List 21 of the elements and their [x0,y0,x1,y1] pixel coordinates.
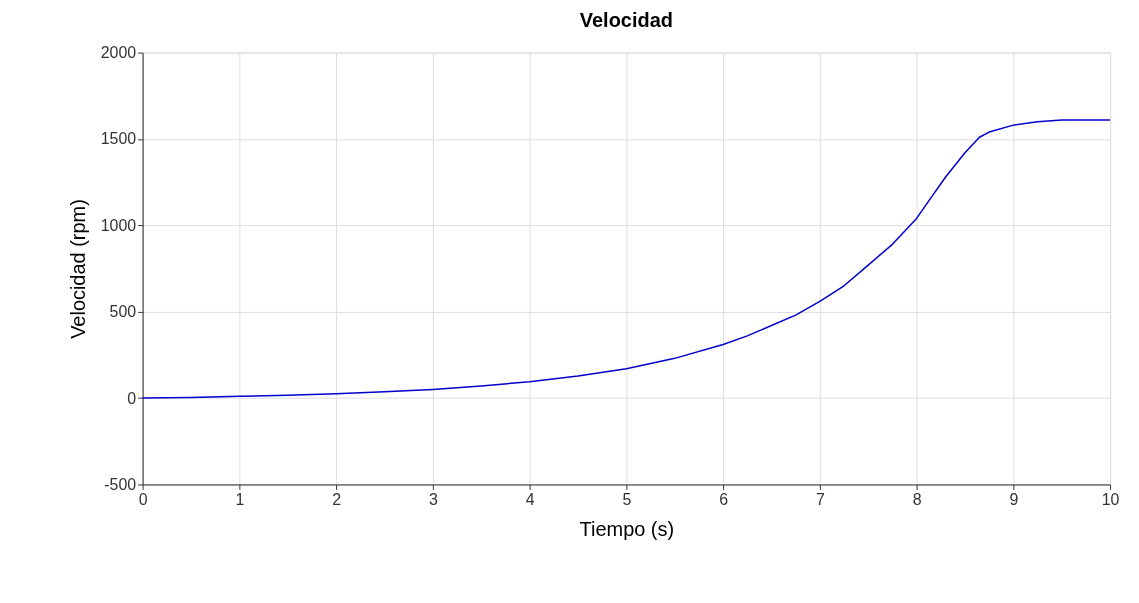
x-axis-title: Tiempo (s) [579,517,675,540]
chart-title: Velocidad [579,8,673,31]
x-tick-label: 1 [235,490,245,508]
y-tick-label: 500 [109,303,137,321]
x-tick-label: 10 [1101,490,1120,508]
y-tick-label: 1000 [100,216,137,234]
x-tick-label: 0 [138,490,148,508]
x-tick-label: 8 [912,490,922,508]
x-tick-label: 2 [332,490,342,508]
x-tick-label: 5 [622,490,632,508]
y-tick-label: 1500 [100,130,137,148]
y-tick-label: -500 [104,475,137,493]
x-tick-label: 4 [525,490,535,508]
y-tick-label: 0 [127,389,137,407]
x-tick-label: 9 [1009,490,1019,508]
y-axis-title: Velocidad (rpm) [66,199,89,339]
x-tick-label: 7 [815,490,825,508]
line-series [141,119,1111,399]
x-tick-label: 3 [428,490,438,508]
y-tick-label: 2000 [100,44,137,62]
x-tick-label: 6 [719,490,729,508]
